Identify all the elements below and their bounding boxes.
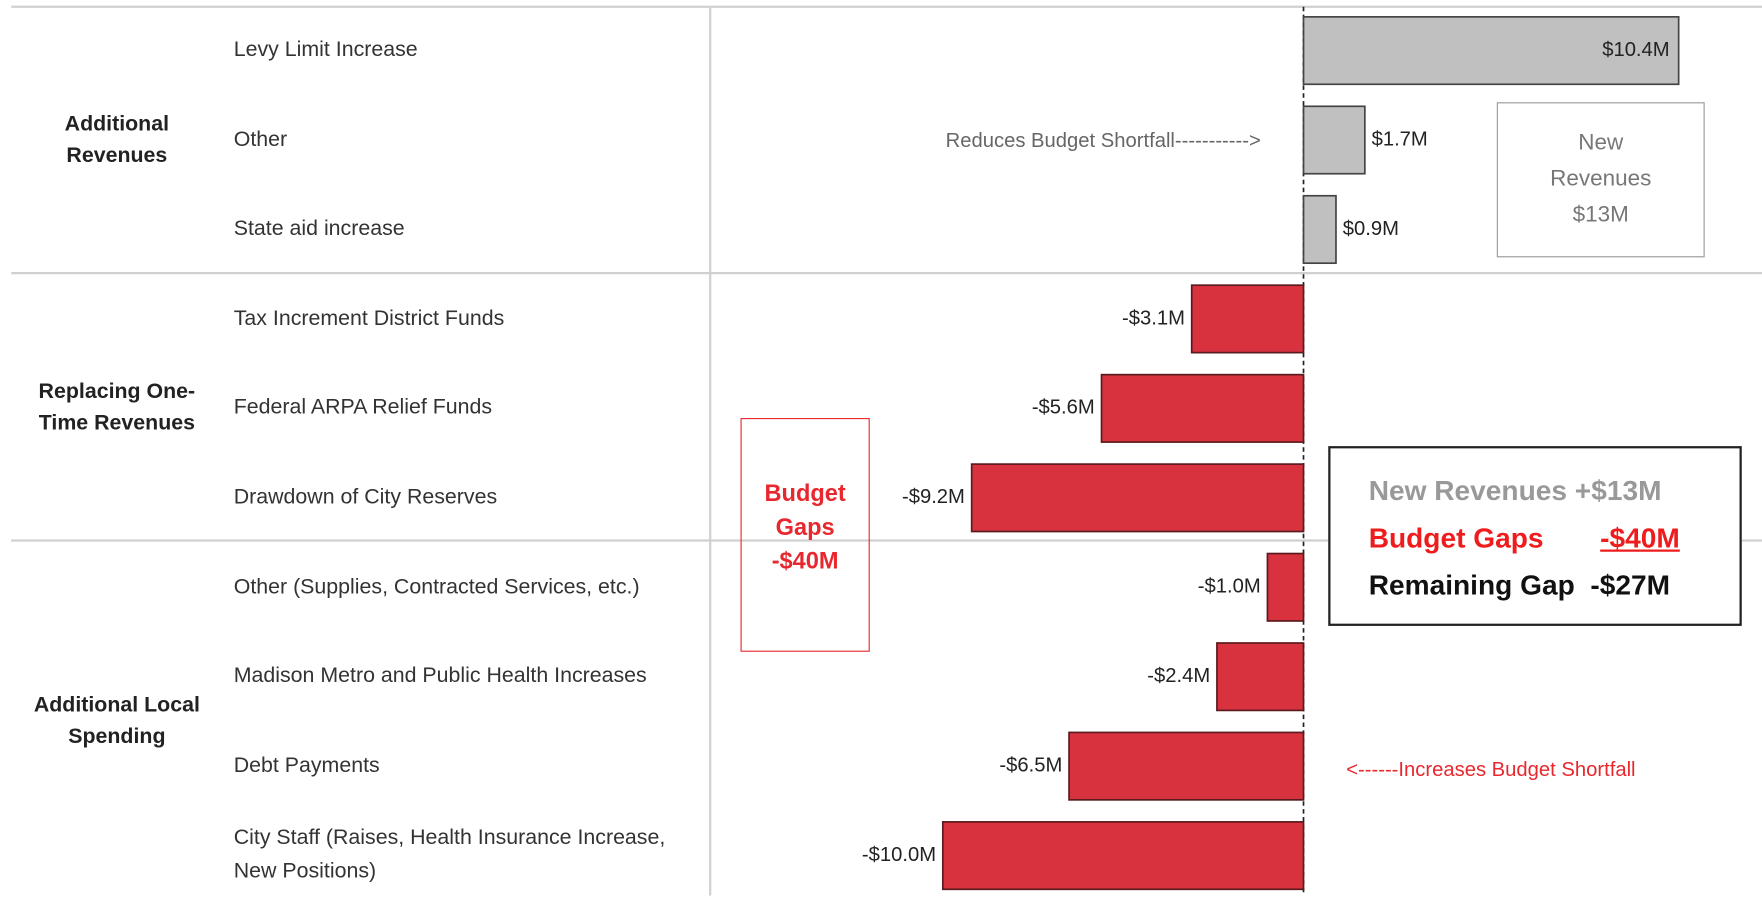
value-label: $10.4M <box>1602 39 1669 61</box>
summary-label: New Revenues <box>1368 475 1567 507</box>
category-label: Madison Metro and Public Health Increase… <box>233 664 647 688</box>
bar <box>1302 194 1337 265</box>
bar <box>1302 105 1366 175</box>
value-label: -$2.4M <box>1147 665 1210 687</box>
annotation: <------Increases Budget Shortfall <box>1346 759 1635 781</box>
value-label: -$3.1M <box>1122 307 1185 329</box>
category-label: Levy Limit Increase <box>233 38 418 62</box>
summary-amount: +$13M <box>1574 475 1662 507</box>
category-label: Other (Supplies, Contracted Services, et… <box>233 574 640 599</box>
bar <box>1302 16 1680 86</box>
summary-label: Remaining Gap <box>1368 569 1575 602</box>
category-label: Debt Payments <box>233 753 380 778</box>
summary-amount: -$40M <box>1600 522 1680 554</box>
box-line: Budget <box>764 480 846 507</box>
value-label: -$6.5M <box>999 754 1062 776</box>
summary-box: New Revenues +$13M Budget Gaps -$40M Rema… <box>1328 446 1742 626</box>
bar <box>1100 373 1305 443</box>
bar <box>970 463 1305 533</box>
box-line: Gaps <box>775 514 835 541</box>
box-line: -$40M <box>771 548 839 575</box>
category-label: City Staff (Raises, Health Insurance Inc… <box>233 826 666 884</box>
group-label: Additional Local Spending <box>33 693 200 749</box>
annotation: Reduces Budget Shortfall-----------> <box>946 130 1261 152</box>
summary-label: Budget Gaps <box>1368 522 1544 554</box>
bar <box>1068 731 1305 801</box>
value-label: -$5.6M <box>1032 397 1095 419</box>
summary-row: Remaining Gap -$27M <box>1369 562 1740 609</box>
category-label: Tax Increment District Funds <box>233 306 505 331</box>
category-label: State aid increase <box>233 217 405 241</box>
category-label: Federal ARPA Relief Funds <box>233 395 493 420</box>
box-line: $13M <box>1572 202 1629 227</box>
bar <box>941 821 1305 891</box>
box-line: New <box>1578 130 1624 156</box>
summary-amount: -$27M <box>1590 569 1671 602</box>
box-line: Revenues <box>1550 166 1652 192</box>
value-label: -$1.0M <box>1198 576 1261 598</box>
category-label: Drawdown of City Reserves <box>233 485 498 510</box>
value-label: $0.9M <box>1343 218 1399 240</box>
group-label: Replacing One-Time Revenues <box>38 380 196 436</box>
value-label: -$9.2M <box>902 486 965 508</box>
value-label: $1.7M <box>1372 128 1428 150</box>
value-label: -$10.0M <box>862 844 936 866</box>
budget-gaps-box: Budget Gaps -$40M <box>740 418 870 652</box>
new-revenues-box: New Revenues $13M <box>1496 102 1705 258</box>
bar <box>1190 284 1305 354</box>
bar <box>1216 642 1305 712</box>
summary-row: Budget Gaps -$40M <box>1369 515 1740 562</box>
group-label: Additional Revenues <box>64 111 170 167</box>
category-label: Other <box>233 127 288 152</box>
summary-row: New Revenues +$13M <box>1369 467 1740 514</box>
bar <box>1266 552 1305 622</box>
